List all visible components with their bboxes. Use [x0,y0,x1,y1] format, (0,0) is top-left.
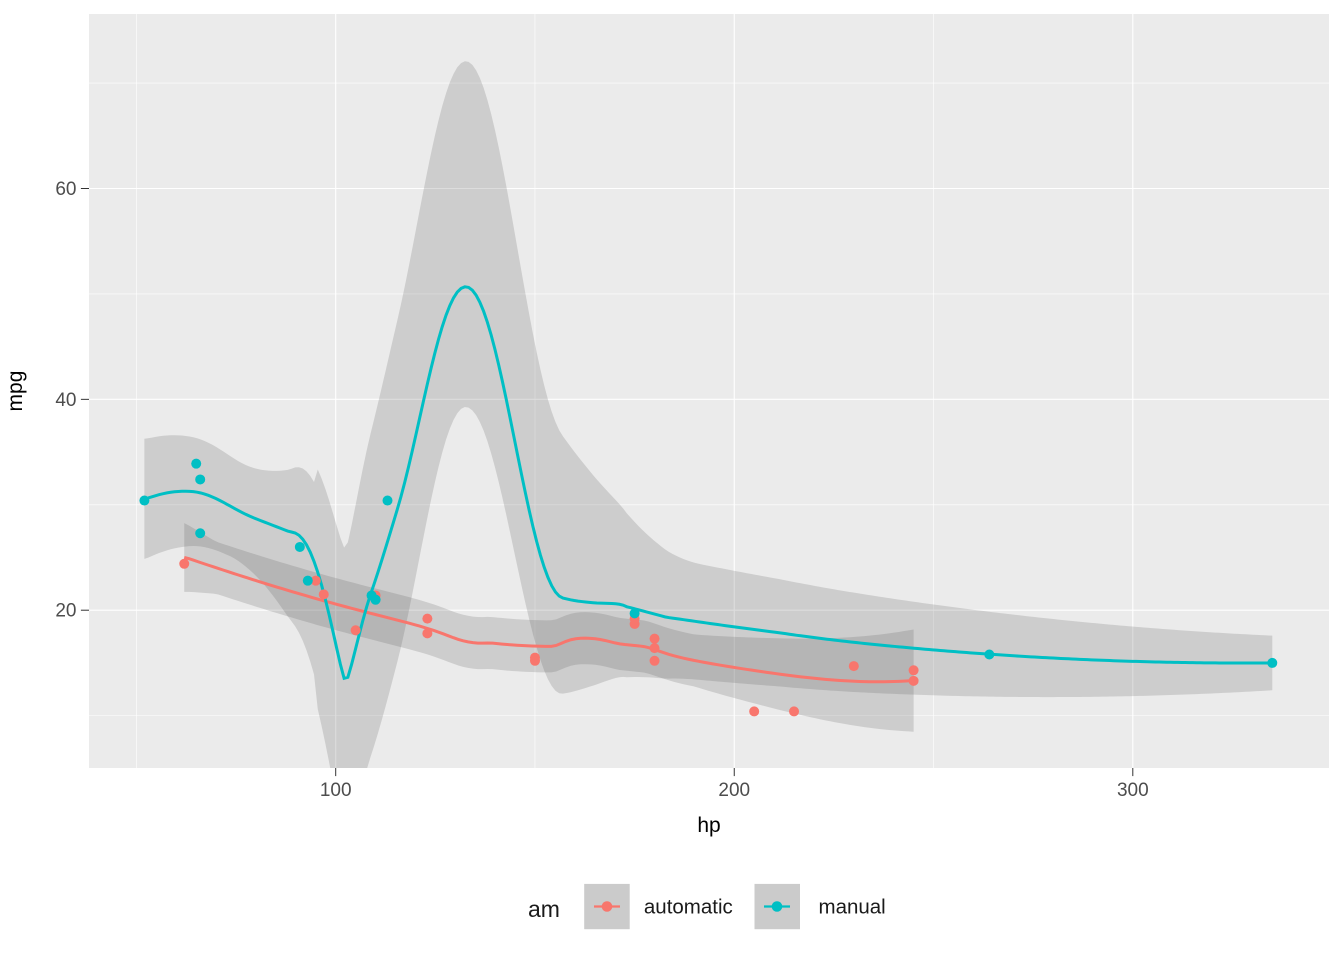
svg-text:manual: manual [819,896,886,919]
svg-text:automatic: automatic [644,896,733,919]
svg-text:am: am [528,896,560,922]
